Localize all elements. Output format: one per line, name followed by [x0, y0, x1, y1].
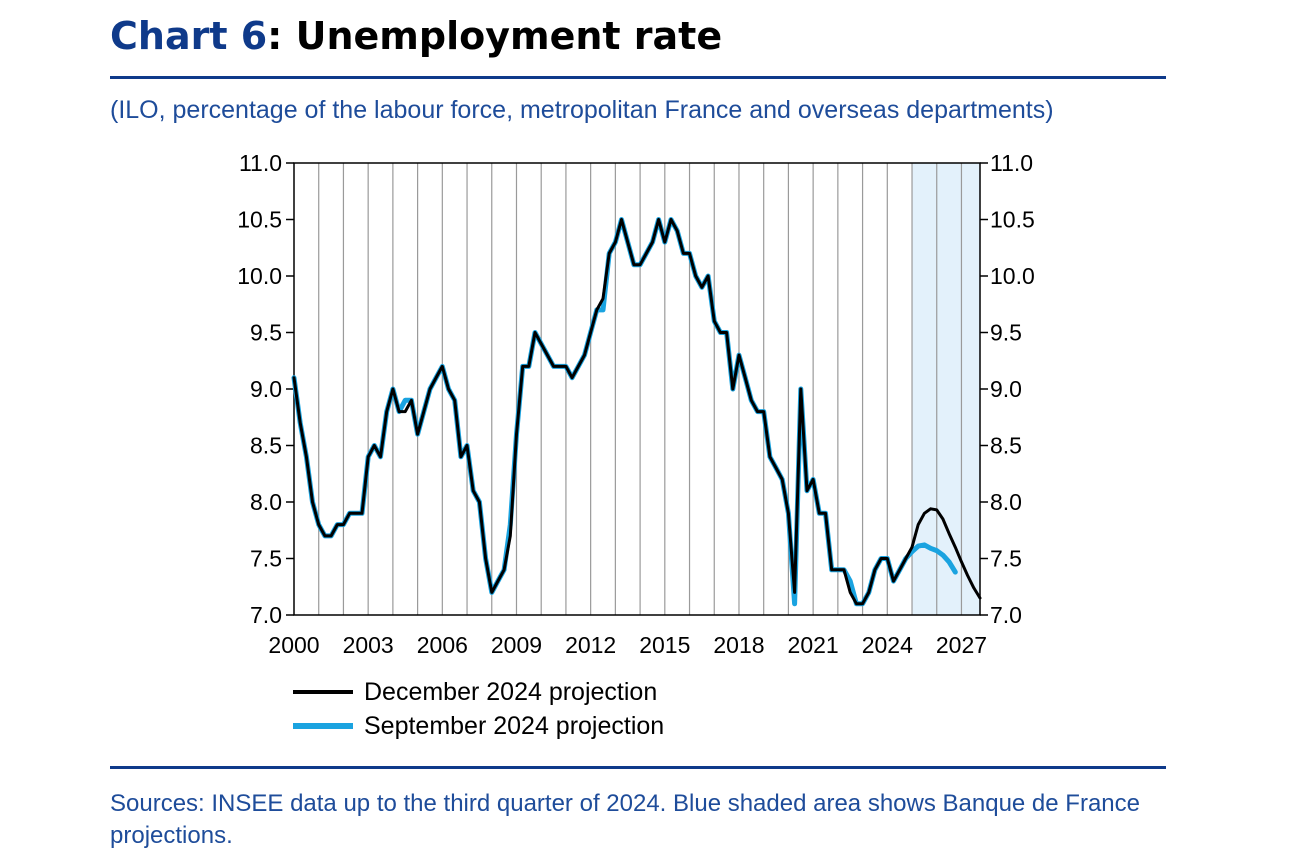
y-tick-label-left: 9.5: [250, 320, 282, 346]
y-tick-label-right: 9.5: [990, 320, 1022, 346]
y-axis-left: 7.0 7.5 8.0 8.5 9.0 9.5 10.0 10.5 11.0: [237, 150, 294, 628]
chart-title: Chart 6: Unemployment rate: [110, 14, 722, 58]
series-lines: [291, 217, 982, 607]
chart-number: Chart 6: [110, 14, 268, 58]
y-tick-label-right: 9.0: [990, 376, 1022, 402]
series-line-december: [292, 218, 982, 606]
y-tick-label-left: 10.0: [237, 263, 282, 289]
chart-title-text: : Unemployment rate: [267, 14, 723, 58]
y-tick-label-left: 8.5: [250, 433, 282, 459]
y-tick-label-right: 11.0: [990, 150, 1033, 176]
chart-subtitle: (ILO, percentage of the labour force, me…: [110, 96, 1054, 124]
y-tick-label-left: 9.0: [250, 376, 282, 402]
x-axis: 2000 2003 2006 2009 2012 2015 2018 2021 2024 2027: [268, 632, 987, 658]
y-axis-right: 7.0 7.5 8.0 8.5 9.0 9.5 10.0 10.5 11.0: [980, 150, 1035, 628]
source-note: Sources: INSEE data up to the third quar…: [110, 790, 1140, 849]
legend-label-december: December 2024 projection: [364, 678, 657, 706]
y-tick-label-right: 7.0: [990, 602, 1022, 628]
y-tick-label-left: 10.5: [237, 207, 282, 233]
legend: December 2024 projection September 2024 …: [293, 678, 664, 740]
bottom-rule: [110, 766, 1166, 769]
y-tick-label-left: 8.0: [250, 489, 282, 515]
plot-frame: [293, 162, 981, 616]
y-tick-label-left: 7.0: [250, 602, 282, 628]
x-tick-label: 2000: [268, 632, 319, 658]
x-tick-label: 2027: [936, 632, 987, 658]
x-tick-label: 2012: [565, 632, 616, 658]
x-tick-label: 2021: [788, 632, 839, 658]
projection-shade: [912, 163, 980, 615]
y-tick-label-right: 8.5: [990, 433, 1022, 459]
x-tick-label: 2018: [713, 632, 764, 658]
x-tick-label: 2003: [343, 632, 394, 658]
y-tick-label-left: 11.0: [239, 150, 282, 176]
grid-lines: [318, 163, 963, 615]
y-tick-label-right: 10.0: [990, 263, 1035, 289]
x-tick-label: 2006: [417, 632, 468, 658]
top-rule: [110, 76, 1166, 79]
y-tick-label-right: 8.0: [990, 489, 1022, 515]
x-tick-label: 2015: [639, 632, 690, 658]
x-tick-label: 2024: [862, 632, 913, 658]
y-tick-label-left: 7.5: [250, 546, 282, 572]
y-tick-label-right: 7.5: [990, 546, 1022, 572]
y-tick-label-right: 10.5: [990, 207, 1035, 233]
legend-label-september: September 2024 projection: [364, 712, 664, 740]
x-tick-label: 2009: [491, 632, 542, 658]
